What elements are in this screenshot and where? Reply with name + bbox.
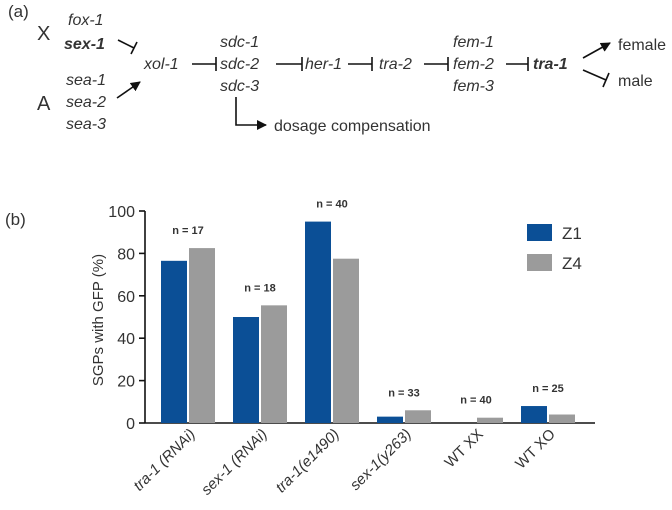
y-tick-label: 0 [126,416,135,433]
bar-z1-5 [521,406,547,423]
bar-z4-4 [477,417,503,423]
sex-1-label: sex-1 [64,36,105,53]
legend-label-z1: Z1 [562,224,582,243]
arrow-to-female [582,42,611,59]
y-axis: 0 20 40 60 80 100 [108,204,146,433]
legend: Z1 Z4 [527,224,582,273]
bar-z1-2 [305,221,331,423]
n-annotation: n = 18 [244,282,276,294]
sdc-3-label: sdc-3 [220,78,259,95]
bar-z4-0 [189,248,215,423]
n-annotation: n = 40 [460,395,492,407]
n-annotation: n = 17 [172,225,204,237]
chromosome-x-label: X [37,23,50,45]
x-tick-label: tra-1(e1490) [272,426,342,496]
x-tick-label: sex-1(y263) [347,426,415,494]
sdc-1-label: sdc-1 [220,34,259,51]
sea-2-label: sea-2 [66,94,106,111]
tra-1-label: tra-1 [533,56,568,73]
fox-1-label: fox-1 [68,12,104,29]
bar-z4-2 [333,258,359,423]
bar-z4-3 [405,410,431,423]
bar-z1-0 [161,260,187,423]
fem-2-label: fem-2 [453,56,494,73]
activate-arrow-a [116,81,141,99]
x-tick-label: WT XX [441,426,486,471]
y-tick-label: 20 [117,374,135,391]
arrow-dosage [235,97,267,130]
panel-b-label: (b) [5,210,26,229]
panel-a-label: (a) [8,2,29,21]
n-annotation: n = 40 [316,199,348,211]
n-annotation: n = 33 [388,387,420,399]
xol-1-label: xol-1 [143,56,179,73]
fem-3-label: fem-3 [453,78,494,95]
bar-z4-1 [261,305,287,423]
x-tick-label: WT XO [512,426,559,473]
legend-label-z4: Z4 [562,254,582,273]
inhibit-bar-male [602,72,610,88]
x-axis: tra-1 (RNAi) sex-1 (RNAi) tra-1(e1490) sex-… [130,422,595,499]
fem-1-label: fem-1 [453,34,494,51]
y-tick-label: 80 [117,246,135,263]
y-tick-label: 100 [108,204,135,221]
legend-swatch-z1 [527,224,552,241]
pathway-diagram: (a) X A fox-1 sex-1 sea-1 sea-2 sea-3 xo… [8,2,666,135]
sea-1-label: sea-1 [66,72,106,89]
inhibit-male [582,69,607,81]
dosage-compensation-label: dosage compensation [274,118,431,135]
female-label: female [618,37,666,54]
sea-3-label: sea-3 [66,116,106,133]
legend-swatch-z4 [527,254,552,271]
her-1-label: her-1 [305,56,342,73]
inhibit-bar-x [130,41,138,55]
bar-z1-1 [233,317,259,423]
tra-2-label: tra-2 [379,56,412,73]
y-tick-label: 60 [117,289,135,306]
x-tick-label: tra-1 (RNAi) [130,426,199,495]
bar-z1-3 [377,416,403,423]
chromosome-a-label: A [37,93,51,115]
y-tick-label: 40 [117,331,135,348]
sdc-2-label: sdc-2 [220,56,259,73]
bar-z4-5 [549,414,575,423]
male-label: male [618,73,653,90]
bars [161,221,575,423]
x-tick-label: sex-1 (RNAi) [198,426,271,499]
y-axis-label: SGPs with GFP (%) [90,254,107,386]
n-annotation: n = 25 [532,383,564,395]
sample-size-annotations: n = 17 n = 18 n = 40 n = 33 n = 40 n = 25 [172,199,564,407]
bar-chart: SGPs with GFP (%) 0 20 40 60 80 100 tra-1 (RN… [90,199,595,499]
inhibit-line-x [117,39,135,49]
